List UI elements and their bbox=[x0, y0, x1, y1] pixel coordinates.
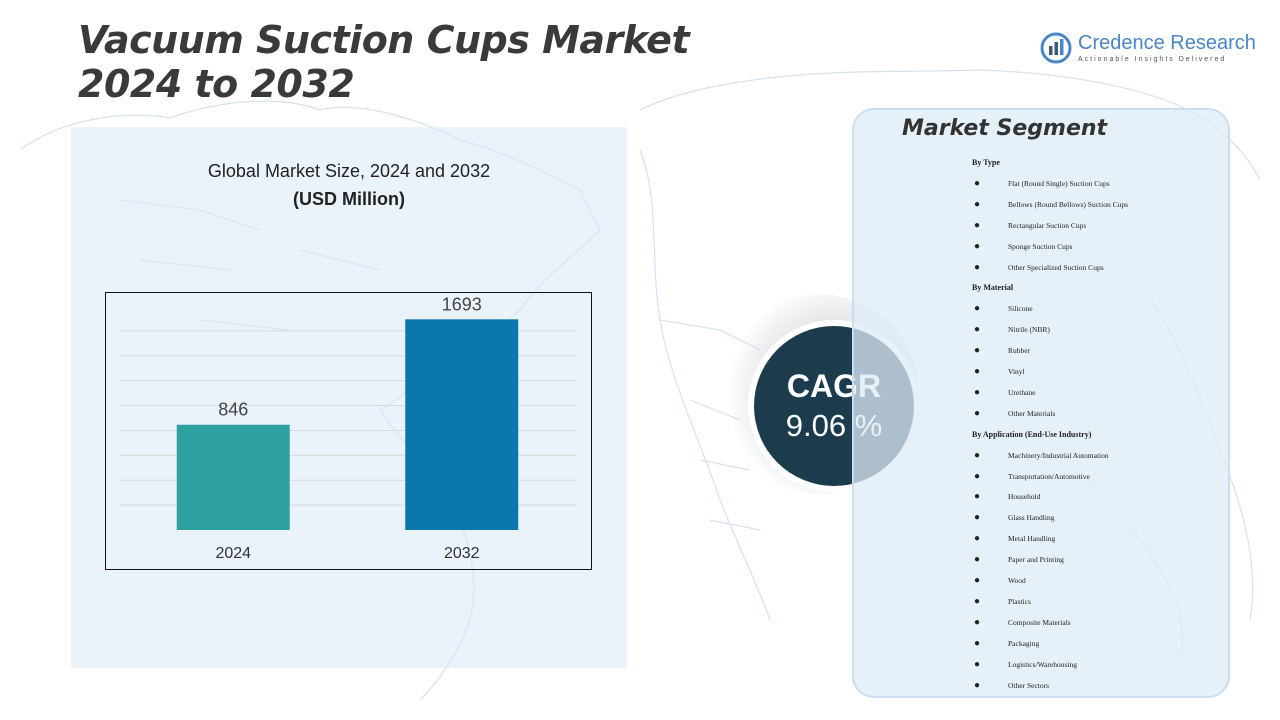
segment-item-label: Plastics bbox=[1008, 596, 1031, 606]
segment-item-label: Logistics/Warehousing bbox=[1008, 659, 1077, 669]
x-tick-label-2032: 2032 bbox=[444, 545, 480, 562]
bullet-icon: ● bbox=[974, 512, 981, 524]
chart-panel: Global Market Size, 2024 and 2032 (USD M… bbox=[71, 127, 627, 668]
bullet-icon: ● bbox=[974, 658, 981, 670]
credence-research-logo: Credence Research Actionable Insights De… bbox=[1040, 32, 1260, 68]
x-tick-label-2024: 2024 bbox=[215, 545, 251, 562]
logo-tagline: Actionable Insights Delivered bbox=[1078, 56, 1227, 63]
segment-item-label: Household bbox=[1008, 492, 1041, 502]
credence-logo-icon bbox=[1040, 32, 1072, 64]
bullet-icon: ● bbox=[974, 240, 981, 252]
bar-2024 bbox=[176, 424, 290, 530]
segment-item-label: Metal Handling bbox=[1008, 534, 1056, 544]
segment-item-label: Transportation/Automotive bbox=[1008, 471, 1090, 481]
segment-heading: By Type bbox=[972, 158, 1000, 167]
market-segment-panel: Market Segment By Type ● Flat (Round Singl… bbox=[852, 108, 1230, 698]
bullet-icon: ● bbox=[974, 324, 981, 336]
segment-item-label: Sponge Suction Cups bbox=[1008, 241, 1073, 251]
bullet-icon: ● bbox=[974, 366, 981, 377]
bullet-icon: ● bbox=[974, 386, 981, 398]
logo-name: Credence Research bbox=[1078, 32, 1256, 54]
chart-title: Global Market Size, 2024 and 2032 bbox=[207, 161, 491, 181]
data-label-2024: 846 bbox=[218, 400, 248, 420]
bullet-icon: ● bbox=[974, 198, 981, 210]
segment-item-label: Other Specialized Suction Cups bbox=[1008, 262, 1104, 272]
bar-2032 bbox=[405, 319, 519, 530]
page-title: Vacuum Suction Cups Market 2024 to 2032 bbox=[78, 18, 690, 106]
segment-item-label: Urethane bbox=[1008, 387, 1036, 397]
bullet-icon: ● bbox=[974, 449, 981, 461]
bullet-icon: ● bbox=[974, 616, 981, 628]
bullet-icon: ● bbox=[974, 554, 981, 566]
segment-heading: By Application (End-Use Industry) bbox=[972, 429, 1092, 439]
title-line-1: Vacuum Suction Cups Market bbox=[78, 18, 690, 62]
bullet-icon: ● bbox=[974, 261, 981, 273]
segment-heading: By Material bbox=[972, 283, 1014, 293]
bullet-icon: ● bbox=[974, 470, 981, 482]
segment-item-label: Rubber bbox=[1008, 346, 1031, 356]
bullet-icon: ● bbox=[974, 303, 981, 315]
segment-item-label: Vinyl bbox=[1008, 367, 1025, 376]
bullet-icon: ● bbox=[974, 177, 981, 189]
segment-item-label: Glass Handling bbox=[1008, 513, 1055, 523]
segment-item-label: Other Sectors bbox=[1008, 680, 1050, 690]
bullet-icon: ● bbox=[974, 679, 981, 691]
segment-item-label: Paper and Printing bbox=[1008, 555, 1064, 565]
segment-item-label: Nitrile (NBR) bbox=[1008, 325, 1050, 335]
data-label-2032: 1693 bbox=[442, 294, 482, 314]
bullet-icon: ● bbox=[974, 595, 981, 607]
bullet-icon: ● bbox=[974, 345, 981, 357]
title-line-2: 2024 to 2032 bbox=[78, 62, 355, 106]
bullet-icon: ● bbox=[974, 575, 981, 586]
segment-item-label: Bellows (Round Bellows) Suction Cups bbox=[1008, 199, 1129, 209]
chart-unit: (USD Million) bbox=[293, 189, 405, 209]
bullet-icon: ● bbox=[974, 637, 981, 649]
bullet-icon: ● bbox=[974, 219, 981, 231]
bullet-icon: ● bbox=[974, 407, 981, 419]
segment-item-label: Composite Materials bbox=[1008, 617, 1071, 627]
segment-item-label: Rectangular Suction Cups bbox=[1008, 220, 1087, 230]
segment-item-label: Packaging bbox=[1008, 638, 1040, 648]
bullet-icon: ● bbox=[974, 491, 981, 503]
segment-item-label: Machinery/Industrial Automation bbox=[1008, 450, 1109, 460]
segment-item-label: Other Materials bbox=[1008, 408, 1056, 418]
segment-item-label: Silicone bbox=[1008, 304, 1033, 314]
segment-item-label: Wood bbox=[1008, 576, 1026, 585]
bullet-icon: ● bbox=[974, 533, 981, 545]
segment-item-label: Flat (Round Single) Suction Cups bbox=[1008, 178, 1110, 188]
bar-chart: 846 2024 1693 2032 bbox=[105, 292, 592, 570]
segment-title: Market Segment bbox=[902, 116, 1108, 141]
